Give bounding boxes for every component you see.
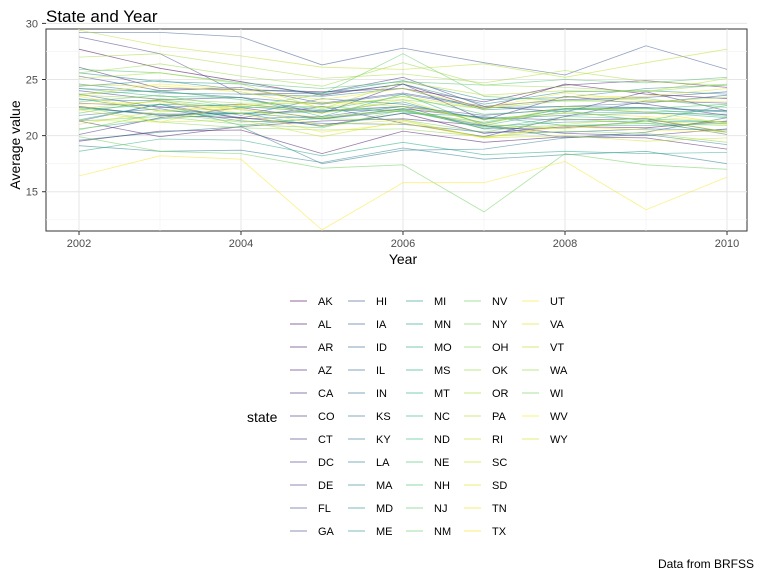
legend-label-ms: MS <box>434 365 451 377</box>
legend-label-nj: NJ <box>434 503 447 515</box>
legend-label-la: LA <box>376 457 390 469</box>
series-line-va <box>78 84 728 110</box>
chart-caption: Data from BRFSS <box>658 557 754 571</box>
series-line-ms <box>78 138 728 157</box>
legend-title: state <box>247 409 278 425</box>
legend-label-ct: CT <box>318 434 333 446</box>
series-line-nd <box>78 103 728 130</box>
legend-label-mn: MN <box>434 319 451 331</box>
legend-label-sd: SD <box>492 480 507 492</box>
series-line-tx <box>78 83 728 109</box>
legend-label-ri: RI <box>492 434 503 446</box>
series-line-or <box>78 53 728 86</box>
series-line-nj <box>78 99 728 123</box>
x-tick-label: 2006 <box>391 238 415 250</box>
series-line-wa <box>78 94 728 110</box>
series-line-oh <box>78 106 728 143</box>
y-tick-label: 20 <box>26 131 38 143</box>
legend-label-id: ID <box>376 342 387 354</box>
series-line-ut <box>78 101 728 139</box>
legend-label-al: AL <box>318 319 331 331</box>
legend-label-nm: NM <box>434 526 451 538</box>
x-axis-ticks: 2002 2004 2006 2008 2010 <box>67 231 739 250</box>
series-line-wy <box>78 108 728 139</box>
series-lines <box>78 29 728 231</box>
legend-label-ca: CA <box>318 388 334 400</box>
legend-label-ne: NE <box>434 457 449 469</box>
legend-label-dc: DC <box>318 457 334 469</box>
x-tick-label: 2002 <box>67 238 91 250</box>
series-line-nv <box>78 136 728 213</box>
x-axis-label: Year <box>389 251 418 267</box>
legend-label-ok: OK <box>492 365 509 377</box>
legend-label-ks: KS <box>376 411 391 423</box>
legend-label-nd: ND <box>434 434 450 446</box>
legend-label-hi: HI <box>376 296 387 308</box>
legend-label-wy: WY <box>550 434 568 446</box>
series-line-mn <box>78 101 728 124</box>
series-line-ky <box>78 126 728 165</box>
legend-label-vt: VT <box>550 342 564 354</box>
series-line-sc <box>78 119 728 142</box>
legend-label-wi: WI <box>550 388 563 400</box>
legend-label-il: IL <box>376 365 385 377</box>
legend-label-nc: NC <box>434 411 450 423</box>
legend-label-pa: PA <box>492 411 507 423</box>
legend-label-mo: MO <box>434 342 452 354</box>
legend-label-nv: NV <box>492 296 508 308</box>
legend-label-or: OR <box>492 388 509 400</box>
y-tick-label: 25 <box>26 75 38 87</box>
series-line-in <box>78 108 728 133</box>
series-line-mo <box>78 107 728 128</box>
legend-label-ky: KY <box>376 434 391 446</box>
legend-label-tx: TX <box>492 526 507 538</box>
legend-label-az: AZ <box>318 365 332 377</box>
x-tick-label: 2008 <box>553 238 577 250</box>
x-tick-label: 2004 <box>229 238 253 250</box>
legend-label-wv: WV <box>550 411 568 423</box>
legend-label-ut: UT <box>550 296 565 308</box>
y-axis-label: Average value <box>7 100 23 189</box>
series-line-hi <box>79 32 728 76</box>
chart-title: State and Year <box>46 7 158 26</box>
legend-label-me: ME <box>376 526 393 538</box>
legend-label-ny: NY <box>492 319 508 331</box>
legend-label-tn: TN <box>492 503 507 515</box>
legend-label-ia: IA <box>376 319 387 331</box>
legend-label-in: IN <box>376 388 387 400</box>
legend-label-va: VA <box>550 319 565 331</box>
series-line-ca <box>78 118 728 138</box>
legend-label-mi: MI <box>434 296 446 308</box>
series-line-pa <box>78 72 728 110</box>
legend-label-de: DE <box>318 480 333 492</box>
legend-label-wa: WA <box>550 365 568 377</box>
series-line-wv <box>78 155 728 231</box>
x-tick-label: 2010 <box>715 238 739 250</box>
y-tick-label: 30 <box>26 18 38 30</box>
legend-label-nh: NH <box>434 480 450 492</box>
legend: AK AL AR AZ CA CO CT DC DE FL GA HI IA ID IL IN KS KY LA MA… <box>290 296 568 538</box>
legend-label-sc: SC <box>492 457 507 469</box>
legend-label-mt: MT <box>434 388 450 400</box>
plot-panel <box>45 28 748 232</box>
legend-label-fl: FL <box>318 503 331 515</box>
legend-label-oh: OH <box>492 342 509 354</box>
series-line-ok <box>78 62 728 93</box>
series-line-tn <box>78 95 728 123</box>
legend-label-ak: AK <box>318 296 333 308</box>
y-tick-label: 15 <box>26 187 38 199</box>
series-line-nm <box>78 53 728 109</box>
legend-label-ar: AR <box>318 342 333 354</box>
legend-label-ma: MA <box>376 480 393 492</box>
legend-label-ga: GA <box>318 526 335 538</box>
legend-label-co: CO <box>318 411 335 423</box>
y-axis-ticks: 15 20 25 30 <box>26 18 46 199</box>
series-line-vt <box>78 29 728 78</box>
legend-label-md: MD <box>376 503 393 515</box>
series-line-wi <box>78 109 728 133</box>
